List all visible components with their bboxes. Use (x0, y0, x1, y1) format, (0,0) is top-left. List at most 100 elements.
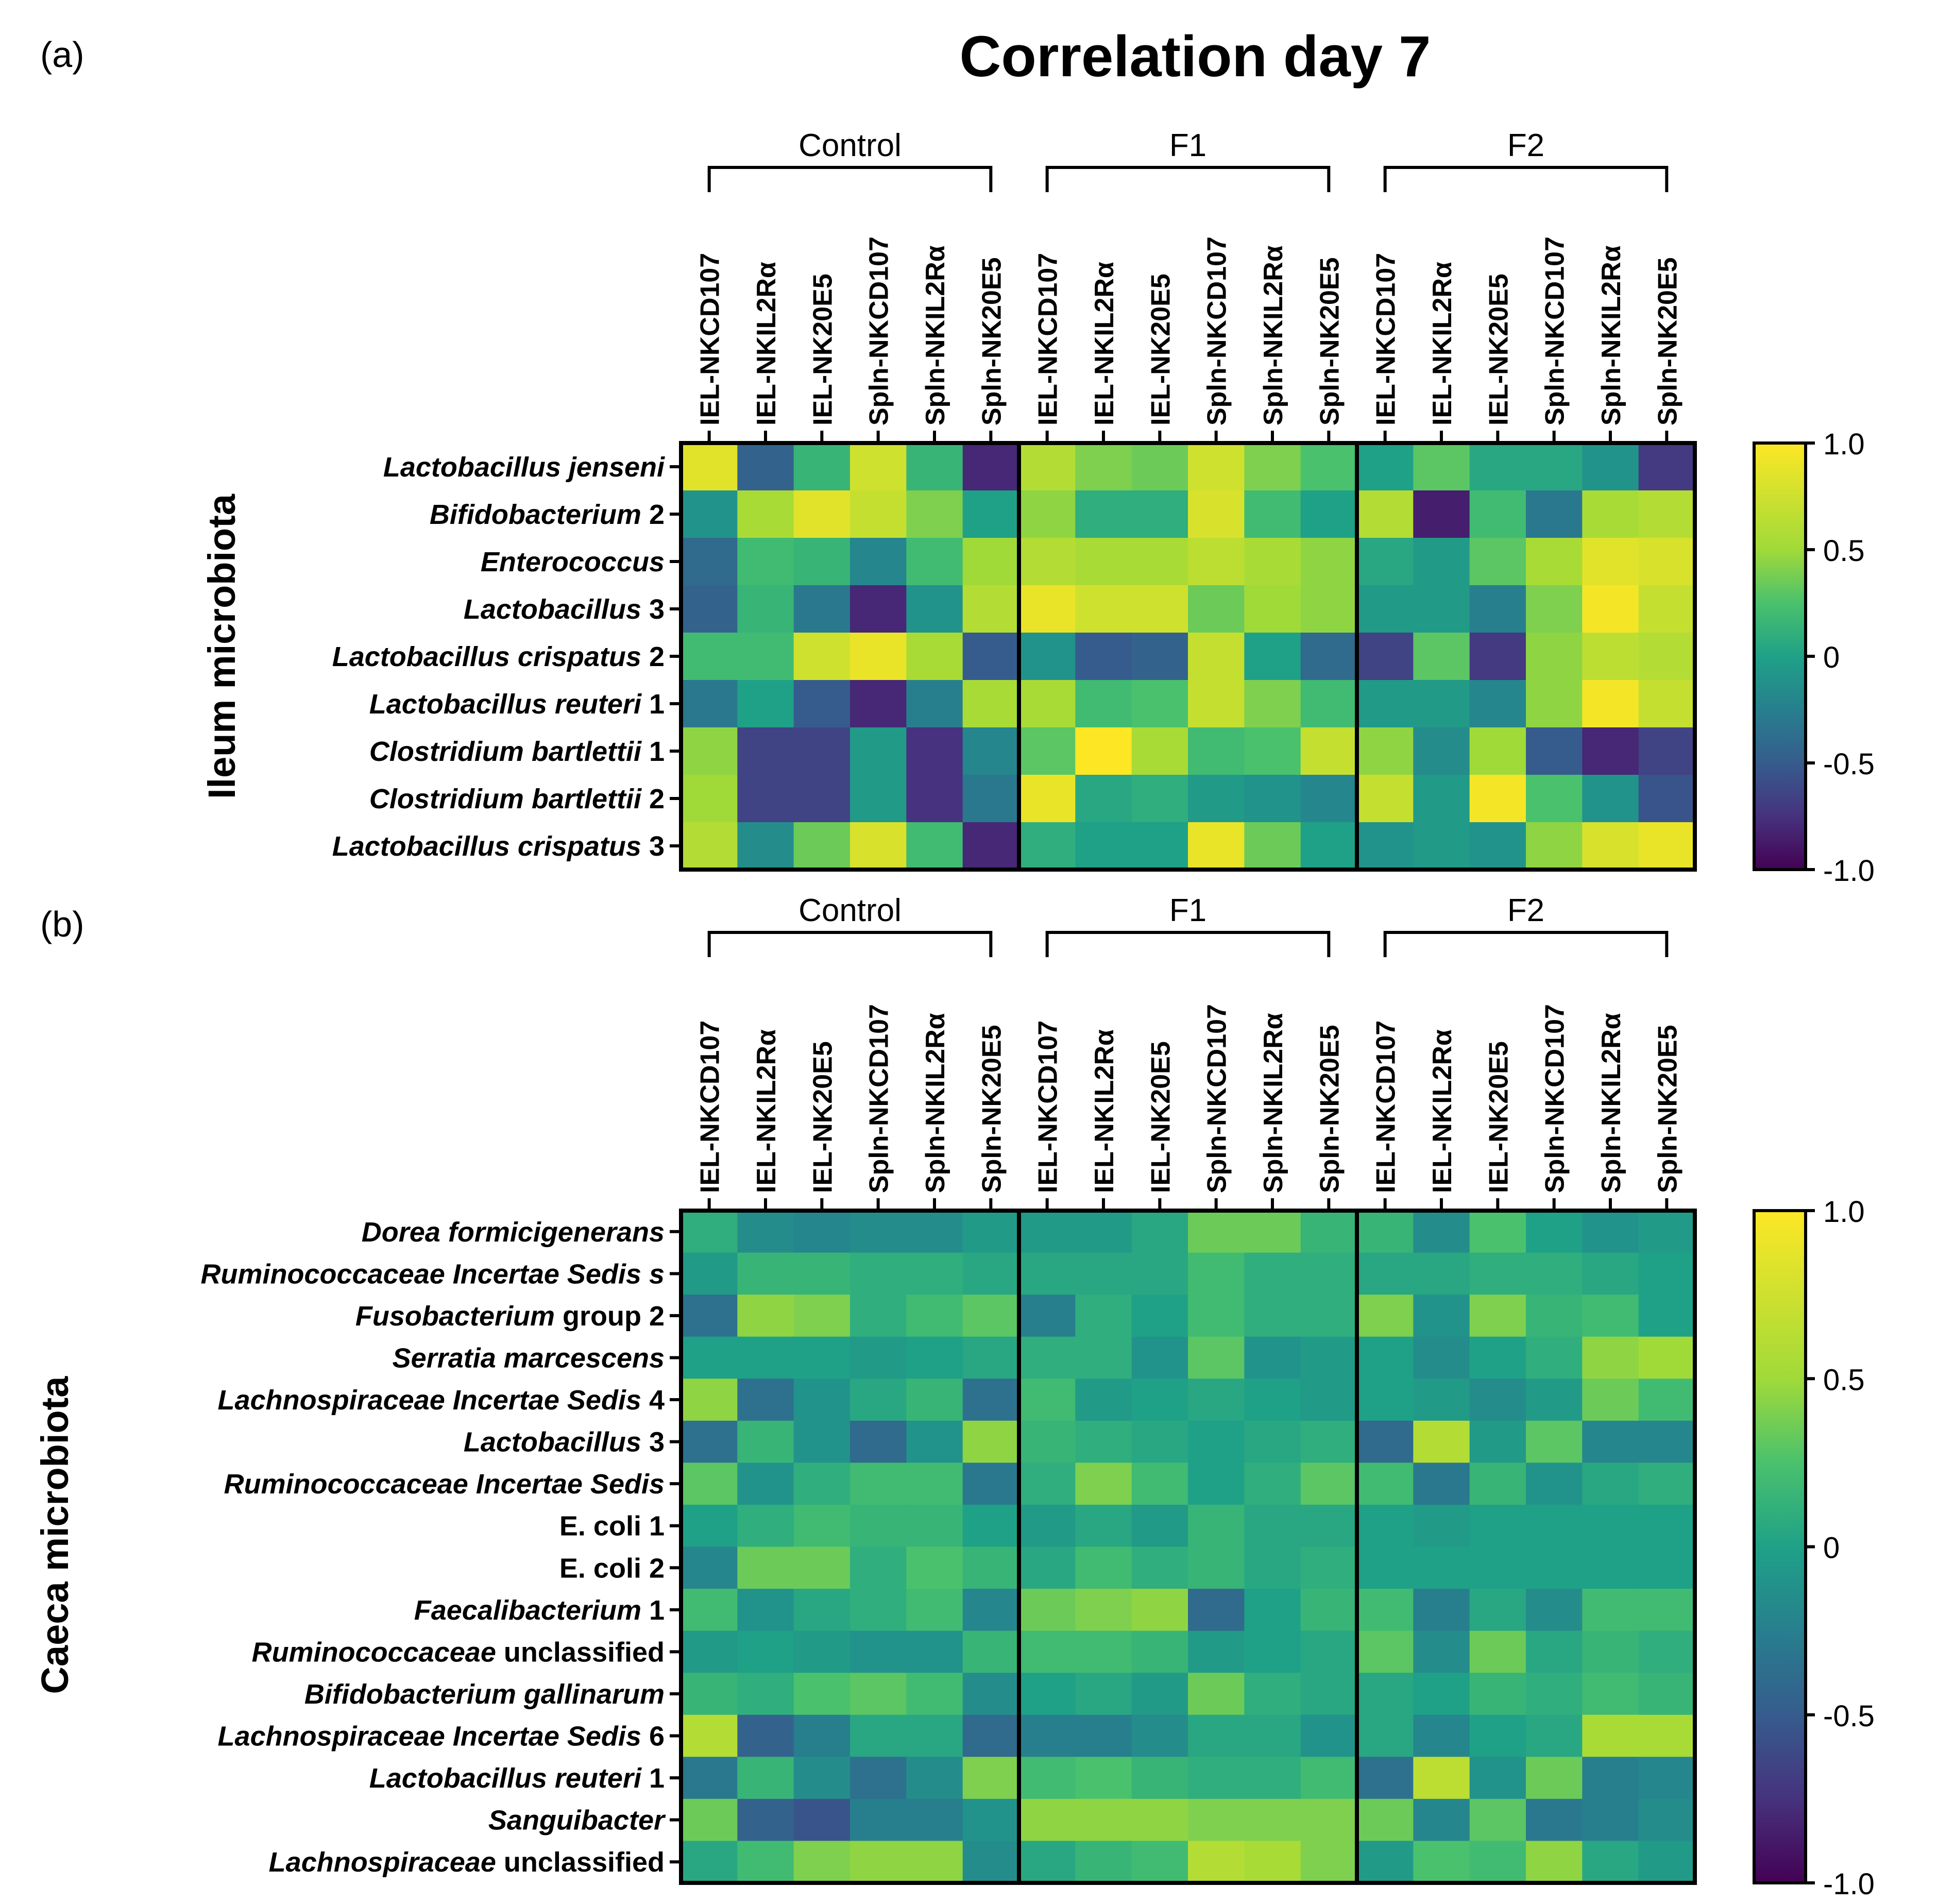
row-label: E. coli 1 (559, 1511, 665, 1542)
group-label: F2 (1507, 128, 1544, 163)
row-label: Ruminococcaceae Incertae Sedis (224, 1469, 665, 1500)
heatmap-cell (1469, 490, 1526, 538)
heatmap-cell (1019, 1630, 1076, 1673)
heatmap-cell (1300, 1546, 1357, 1589)
heatmap-cell (1582, 1673, 1639, 1715)
heatmap-cell (1019, 1673, 1076, 1715)
column-label: Spln-NKCD107 (1540, 236, 1570, 426)
row-label: Bifidobacterium 2 (430, 499, 665, 530)
heatmap-cell (1357, 1589, 1414, 1631)
heatmap-cell (681, 443, 738, 491)
row-label-part: 1 (641, 689, 665, 720)
heatmap-cell (681, 1673, 738, 1715)
heatmap-cell (1469, 1757, 1526, 1799)
heatmap-cell (1019, 1379, 1076, 1421)
column-label: IEL-NKCD107 (1371, 1021, 1401, 1193)
heatmap-cell (1582, 822, 1639, 870)
row-label-part: Faecalibacterium (414, 1595, 641, 1626)
heatmap-cell (1526, 1546, 1583, 1589)
heatmap-cell (1413, 775, 1470, 823)
column-label: Spln-NK20E5 (1315, 1025, 1345, 1193)
heatmap-cell (1188, 822, 1245, 870)
heatmap-cell (1075, 490, 1132, 538)
heatmap-cell (1075, 727, 1132, 775)
heatmap-cell (681, 1630, 738, 1673)
heatmap-cell (906, 1504, 963, 1548)
row-label-part: Lactobacillus reuteri (369, 689, 642, 720)
heatmap-cell (1075, 1379, 1132, 1421)
heatmap-cell (1300, 1336, 1357, 1380)
row-label-part: 1 (641, 1595, 665, 1626)
heatmap-cell (1582, 633, 1639, 681)
heatmap-cell (1244, 1252, 1301, 1295)
row-label-part: 3 (641, 831, 665, 862)
heatmap-cell (962, 1714, 1019, 1758)
heatmap-cell (1300, 443, 1357, 491)
heatmap-cell (962, 538, 1019, 586)
row-label-part: Lactobacillus jenseni (383, 452, 665, 483)
heatmap-cell (1413, 1630, 1470, 1673)
heatmap-cell (1188, 1841, 1245, 1883)
heatmap-cell (1582, 1504, 1639, 1548)
heatmap-cell (962, 1252, 1019, 1295)
heatmap-cell (1244, 490, 1301, 538)
heatmap-cell (681, 1589, 738, 1631)
heatmap-cell (737, 680, 794, 728)
heatmap-cell (793, 1589, 851, 1631)
heatmap-cell (1357, 822, 1414, 870)
heatmap-cell (962, 1757, 1019, 1799)
heatmap-cell (962, 1463, 1019, 1505)
heatmap-cell (1413, 822, 1470, 870)
heatmap-cell (1131, 633, 1188, 681)
heatmap-cell (1413, 1589, 1470, 1631)
heatmap-cell (962, 1420, 1019, 1464)
heatmap-cell (1526, 1798, 1583, 1842)
heatmap-cell (793, 1252, 851, 1295)
heatmap-cell (1300, 1841, 1357, 1883)
row-label: Lactobacillus 3 (464, 1427, 665, 1458)
row-label-part: Lactobacillus (464, 1427, 641, 1458)
row-label-part: Fusobacterium (355, 1301, 555, 1332)
heatmap-cell (1357, 443, 1414, 491)
heatmap-cell (1357, 1211, 1414, 1253)
column-label: IEL-NKCD107 (1033, 253, 1063, 426)
heatmap-cell (1638, 1211, 1695, 1253)
panel-b-label: (b) (40, 904, 84, 944)
heatmap-cell (1300, 490, 1357, 538)
heatmap-cell (1469, 1714, 1526, 1758)
heatmap-cell (737, 490, 794, 538)
column-label: IEL-NKCD107 (695, 1021, 725, 1193)
heatmap-cell (737, 1463, 794, 1505)
colorbar-tick-label: -1.0 (1823, 854, 1875, 888)
heatmap-cell (906, 775, 963, 823)
row-label-part: 3 (641, 594, 665, 625)
heatmap-cell (1300, 1252, 1357, 1295)
heatmap-cell (1131, 822, 1188, 870)
heatmap-cell (1075, 1798, 1132, 1842)
row-label-part: unclassified (496, 1847, 665, 1878)
heatmap-cell (1019, 727, 1076, 775)
heatmap-cell (737, 1211, 794, 1253)
heatmap-cell (1469, 1420, 1526, 1464)
heatmap-cell (1019, 1252, 1076, 1295)
heatmap-cell (1188, 1714, 1245, 1758)
heatmap-cell (906, 1798, 963, 1842)
heatmap-cell (1357, 1252, 1414, 1295)
heatmap-cell (962, 1798, 1019, 1842)
heatmap-cell (793, 1504, 851, 1548)
heatmap-cell (1638, 1798, 1695, 1842)
heatmap-cell (1131, 1589, 1188, 1631)
heatmap-cell (1244, 633, 1301, 681)
heatmap-cell (737, 538, 794, 586)
heatmap-cell (1582, 1757, 1639, 1799)
heatmap-cell (1188, 1379, 1245, 1421)
heatmap-cell (1469, 1589, 1526, 1631)
heatmap-cell (1582, 1714, 1639, 1758)
panel-a-ylabel: Ileum microbiota (200, 494, 243, 799)
heatmap-cell (1019, 1798, 1076, 1842)
heatmap-cell (1019, 680, 1076, 728)
heatmap-cell (1131, 1504, 1188, 1548)
heatmap-cell (1638, 1295, 1695, 1337)
heatmap-cell (1469, 1336, 1526, 1380)
heatmap-cell (1019, 1841, 1076, 1883)
